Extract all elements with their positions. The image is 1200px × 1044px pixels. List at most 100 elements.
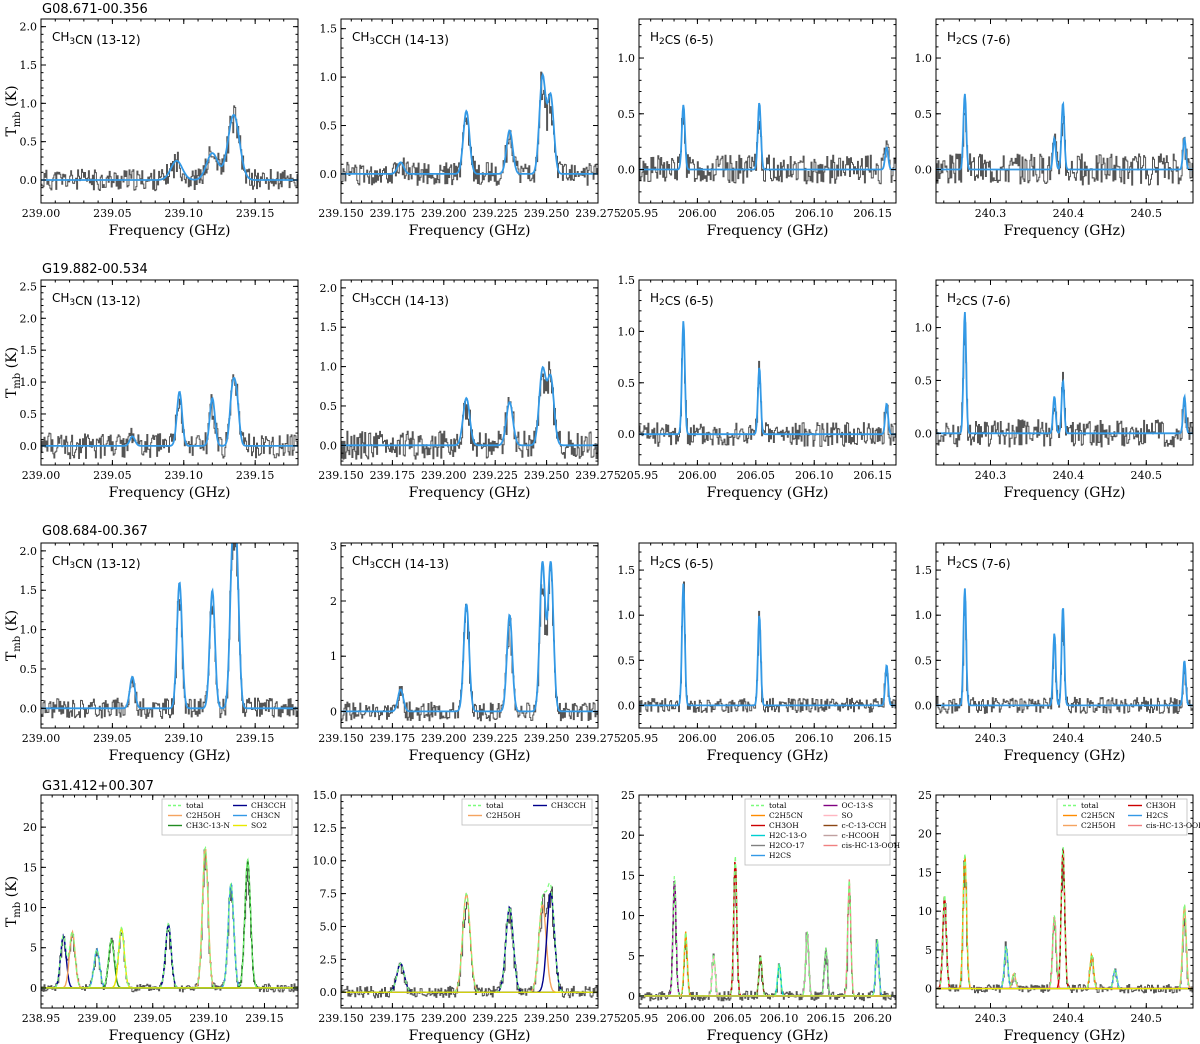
- x-axis-label: Frequency (GHz): [707, 748, 829, 764]
- y-tick-label: 15.0: [313, 789, 338, 802]
- x-tick-label: 239.150: [318, 469, 364, 482]
- x-tick-label: 239.00: [22, 469, 61, 482]
- y-tick-label: 2.5: [320, 953, 338, 966]
- y-tick-label: 1: [330, 650, 337, 663]
- y-tick-label: 0.5: [20, 136, 38, 149]
- y-tick-label: 0.0: [320, 986, 338, 999]
- y-tick-label: 5: [30, 942, 37, 955]
- plot-area: [936, 846, 1193, 994]
- x-axis-label: Frequency (GHz): [1004, 485, 1126, 501]
- x-tick-label: 238.95: [22, 1012, 61, 1025]
- model-fit: [341, 72, 598, 175]
- x-tick-label: 239.200: [421, 469, 467, 482]
- observed-spectrum: [41, 105, 298, 192]
- panel-title: H2CS (6-5): [650, 30, 714, 47]
- y-tick-label: 15: [918, 866, 932, 879]
- x-tick-label: 239.225: [472, 732, 518, 745]
- x-tick-label: 239.150: [318, 732, 364, 745]
- legend-label: SO2: [251, 821, 267, 830]
- axes-frame: [638, 794, 897, 1009]
- total-fit: [936, 846, 1193, 990]
- x-axis-label: Frequency (GHz): [707, 1028, 829, 1044]
- x-tick-label: 239.05: [93, 732, 132, 745]
- row-label: G08.684-00.367: [42, 524, 148, 539]
- x-tick-label: 239.250: [524, 732, 570, 745]
- x-tick-label: 239.15: [236, 732, 275, 745]
- total-fit: [639, 855, 896, 997]
- observed-spectrum: [639, 581, 896, 713]
- plot-area: [936, 93, 1193, 186]
- y-tick-label: 0.0: [618, 428, 636, 441]
- legend-label: c-HCOOH: [842, 831, 880, 840]
- x-tick-label: 206.15: [853, 469, 892, 482]
- x-tick-label: 239.05: [133, 1012, 172, 1025]
- spectrum-panel: 239.00 239.05 239.10 239.15 0.0 0.5 1.0 1.5 2.0 F…: [20, 18, 299, 239]
- x-axis-label: Frequency (GHz): [707, 485, 829, 501]
- y-tick-label: 1.0: [320, 361, 338, 374]
- legend-label: C2H5OH: [186, 811, 221, 820]
- panel-title: CH3CCH (14-13): [352, 30, 449, 47]
- x-axis-label: Frequency (GHz): [109, 748, 231, 764]
- legend-label: OC-13-S: [842, 801, 874, 810]
- plot-area: [341, 561, 598, 722]
- x-tick-label: 239.250: [524, 1012, 570, 1025]
- y-tick-label: 0.5: [915, 108, 933, 121]
- panel-title: H2CS (7-6): [947, 30, 1011, 47]
- legend-box: [461, 798, 593, 826]
- panel-title: CH3CCH (14-13): [352, 554, 449, 571]
- y-tick-label: 1.0: [915, 322, 933, 335]
- spectrum-panel: 240.3 240.4 240.5 0.0 0.5 1.0 Frequency (GHz) H…: [915, 18, 1194, 239]
- model-fit: [341, 561, 598, 713]
- y-tick-label: 2.0: [20, 21, 38, 34]
- model-fit: [936, 311, 1193, 435]
- legend-label: CH3CN: [251, 811, 281, 820]
- y-tick-label: 0.5: [20, 663, 38, 676]
- y-tick-label: 1.5: [320, 321, 338, 334]
- y-tick-label: 10.0: [313, 855, 338, 868]
- axes-frame: [40, 794, 299, 1009]
- y-tick-label: 2.0: [20, 545, 38, 558]
- x-tick-label: 206.15: [807, 1012, 846, 1025]
- x-axis-label: Frequency (GHz): [109, 1028, 231, 1044]
- y-tick-label: 0.5: [915, 654, 933, 667]
- plot-area: [41, 374, 298, 460]
- legend-label: C2H5CN: [769, 811, 804, 820]
- x-tick-label: 240.5: [1131, 207, 1163, 220]
- y-tick-label: 0.0: [320, 168, 338, 181]
- x-tick-label: 240.4: [1053, 732, 1085, 745]
- x-tick-label: 239.225: [472, 207, 518, 220]
- x-axis-label: Frequency (GHz): [1004, 1028, 1126, 1044]
- axes-frame: [340, 279, 599, 466]
- y-tick-label: 0.5: [20, 408, 38, 421]
- plot-area: [341, 881, 598, 999]
- spectrum-panel: 239.00 239.05 239.10 239.15 0.0 0.5 1.0 1.5 2.0 2…: [20, 279, 299, 501]
- x-tick-label: 239.200: [421, 1012, 467, 1025]
- legend-label: H2C-13-O: [769, 831, 807, 840]
- y-tick-label: 5: [925, 944, 932, 957]
- plot-area: [341, 71, 598, 186]
- x-tick-label: 206.05: [737, 207, 776, 220]
- y-tick-label: 10: [23, 902, 37, 915]
- x-tick-label: 239.15: [236, 207, 275, 220]
- y-tick-label: 20: [23, 821, 37, 834]
- legend-label: c-C-13-CCH: [842, 821, 888, 830]
- plot-area: [936, 588, 1193, 714]
- total-fit: [41, 845, 298, 989]
- y-tick-label: 2.0: [320, 282, 338, 295]
- x-tick-label: 239.150: [318, 1012, 364, 1025]
- y-tick-label: 1.0: [915, 52, 933, 65]
- x-tick-label: 240.4: [1053, 469, 1085, 482]
- x-tick-label: 206.15: [853, 732, 892, 745]
- x-tick-label: 239.175: [370, 469, 416, 482]
- legend-label: H2CS: [769, 851, 791, 860]
- spectrum-panel: 205.95 206.00 206.05 206.10 206.15 0.0 0.5 1.0 1…: [618, 274, 897, 501]
- legend-box: [161, 798, 293, 836]
- y-tick-label: 1.5: [20, 344, 38, 357]
- observed-spectrum: [639, 116, 896, 185]
- y-tick-label: 1.0: [618, 325, 636, 338]
- component-fit: [936, 945, 1193, 990]
- y-axis-label: Tmb (K): [4, 876, 23, 927]
- legend-label: C2H5OH: [1081, 821, 1116, 830]
- component-fit: [936, 916, 1193, 990]
- model-fit: [41, 377, 298, 447]
